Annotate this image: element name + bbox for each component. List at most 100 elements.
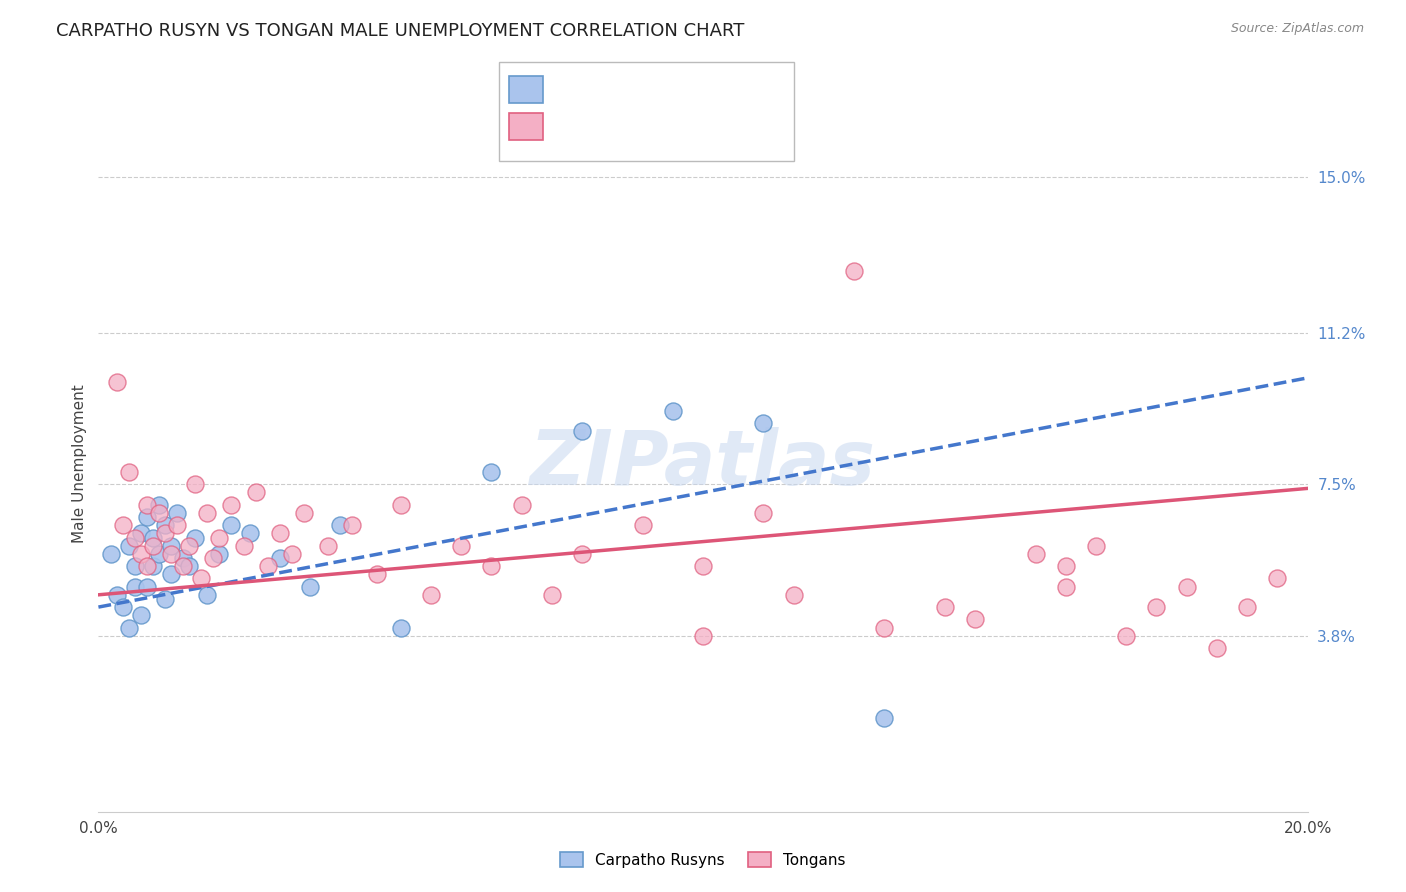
Point bbox=[153, 591, 176, 606]
Point bbox=[420, 588, 443, 602]
Point bbox=[692, 559, 714, 574]
Point bbox=[208, 531, 231, 545]
Point bbox=[873, 621, 896, 635]
Point bbox=[129, 547, 152, 561]
Text: Source: ZipAtlas.com: Source: ZipAtlas.com bbox=[1230, 22, 1364, 36]
Point bbox=[118, 539, 141, 553]
Point bbox=[179, 539, 201, 553]
Text: 0.130: 0.130 bbox=[592, 80, 644, 98]
Point bbox=[1206, 640, 1229, 655]
Point bbox=[540, 588, 562, 602]
Point bbox=[239, 526, 262, 541]
Point bbox=[329, 518, 352, 533]
Text: 0.181: 0.181 bbox=[592, 118, 644, 136]
Point bbox=[184, 477, 207, 491]
Point bbox=[166, 518, 188, 533]
Point bbox=[221, 518, 243, 533]
Point bbox=[1267, 571, 1289, 585]
Point bbox=[299, 580, 322, 594]
Point bbox=[142, 531, 165, 545]
Point bbox=[1054, 580, 1077, 594]
Text: 36: 36 bbox=[686, 80, 709, 98]
Point bbox=[100, 547, 122, 561]
Point bbox=[256, 559, 278, 574]
Point bbox=[571, 547, 593, 561]
Point bbox=[160, 547, 183, 561]
Point bbox=[269, 551, 291, 566]
Point bbox=[510, 498, 533, 512]
Point bbox=[190, 571, 212, 585]
Point bbox=[153, 518, 176, 533]
Point bbox=[135, 498, 157, 512]
Point bbox=[752, 416, 775, 430]
Point bbox=[389, 621, 412, 635]
Point bbox=[752, 506, 775, 520]
Point bbox=[1085, 539, 1108, 553]
Point bbox=[172, 551, 194, 566]
Point bbox=[269, 526, 291, 541]
Point bbox=[1054, 559, 1077, 574]
Point bbox=[160, 567, 183, 582]
Point bbox=[481, 559, 503, 574]
Y-axis label: Male Unemployment: Male Unemployment bbox=[72, 384, 87, 543]
Point bbox=[481, 465, 503, 479]
Point bbox=[221, 498, 243, 512]
Text: N =: N = bbox=[648, 120, 682, 134]
Point bbox=[208, 547, 231, 561]
Point bbox=[1144, 600, 1167, 615]
Point bbox=[342, 518, 364, 533]
Point bbox=[1175, 580, 1198, 594]
Point bbox=[160, 539, 183, 553]
Point bbox=[124, 559, 146, 574]
Point bbox=[118, 621, 141, 635]
Point bbox=[195, 506, 218, 520]
Point bbox=[571, 424, 593, 438]
Point bbox=[142, 539, 165, 553]
Legend: Carpatho Rusyns, Tongans: Carpatho Rusyns, Tongans bbox=[554, 846, 852, 873]
Point bbox=[172, 559, 194, 574]
Point bbox=[366, 567, 388, 582]
Point bbox=[179, 559, 201, 574]
Point bbox=[965, 612, 987, 626]
Point bbox=[111, 518, 134, 533]
Point bbox=[934, 600, 956, 615]
Point bbox=[292, 506, 315, 520]
Point bbox=[129, 608, 152, 623]
Point bbox=[450, 539, 472, 553]
Point bbox=[783, 588, 806, 602]
Point bbox=[142, 559, 165, 574]
Point bbox=[124, 531, 146, 545]
Point bbox=[1236, 600, 1258, 615]
Point bbox=[202, 551, 225, 566]
Point bbox=[118, 465, 141, 479]
Point bbox=[316, 539, 339, 553]
Point bbox=[148, 547, 170, 561]
Text: R =: R = bbox=[553, 82, 586, 96]
Text: CARPATHO RUSYN VS TONGAN MALE UNEMPLOYMENT CORRELATION CHART: CARPATHO RUSYN VS TONGAN MALE UNEMPLOYME… bbox=[56, 22, 745, 40]
Point bbox=[873, 710, 896, 724]
Point bbox=[135, 510, 157, 524]
Point bbox=[148, 506, 170, 520]
Point bbox=[111, 600, 134, 615]
Point bbox=[232, 539, 254, 553]
Point bbox=[105, 588, 128, 602]
Point bbox=[281, 547, 304, 561]
Point bbox=[135, 559, 157, 574]
Point bbox=[631, 518, 654, 533]
Point bbox=[692, 629, 714, 643]
Point bbox=[153, 526, 176, 541]
Point bbox=[844, 264, 866, 278]
Text: N =: N = bbox=[648, 82, 682, 96]
Point bbox=[184, 531, 207, 545]
Point bbox=[389, 498, 412, 512]
Point bbox=[135, 580, 157, 594]
Point bbox=[662, 403, 685, 417]
Text: ZIPatlas: ZIPatlas bbox=[530, 427, 876, 500]
Point bbox=[105, 375, 128, 389]
Point bbox=[129, 526, 152, 541]
Text: 55: 55 bbox=[686, 118, 709, 136]
Point bbox=[166, 506, 188, 520]
Point bbox=[245, 485, 267, 500]
Point bbox=[124, 580, 146, 594]
Text: R =: R = bbox=[553, 120, 586, 134]
